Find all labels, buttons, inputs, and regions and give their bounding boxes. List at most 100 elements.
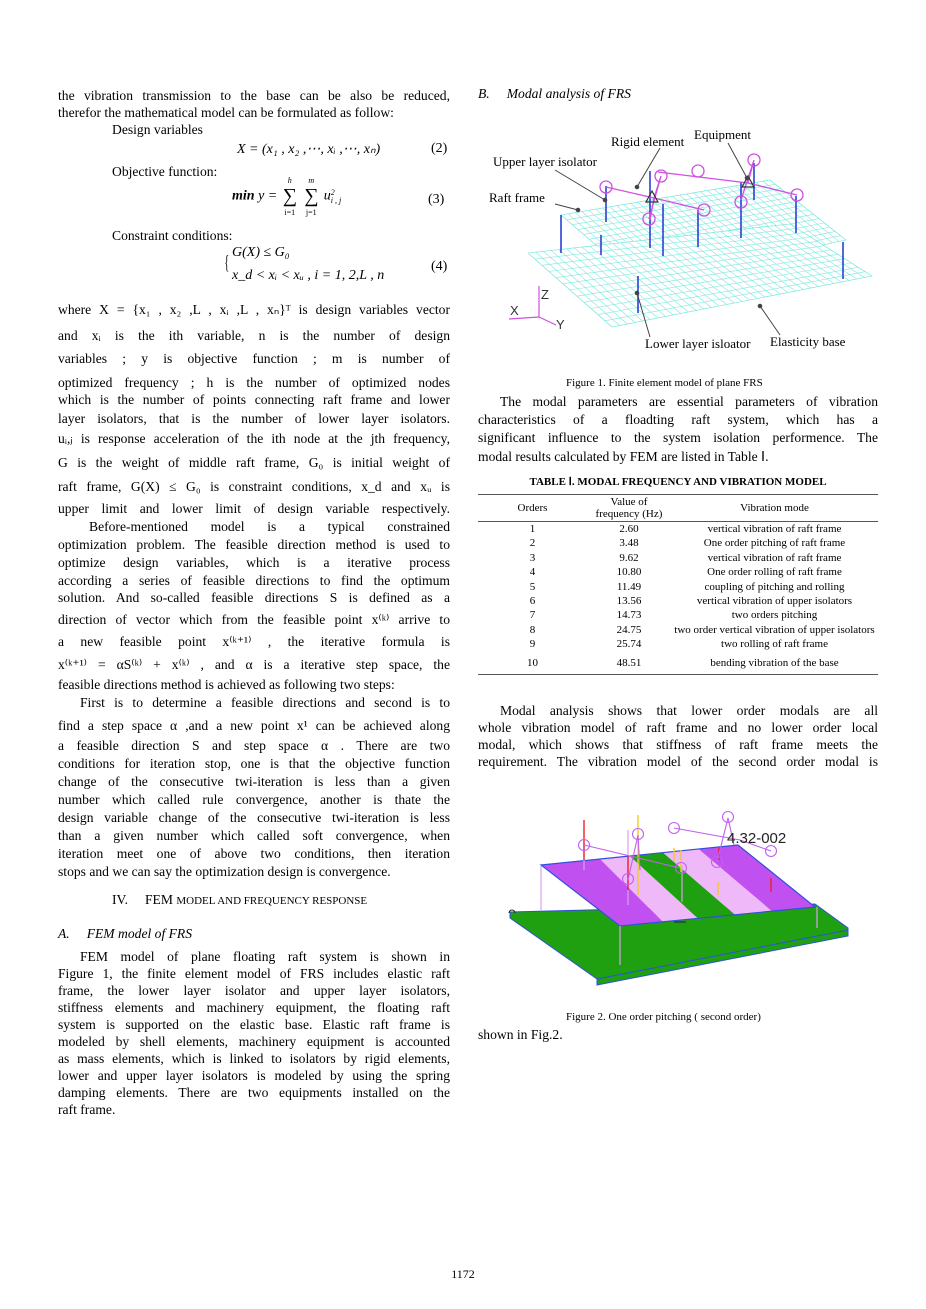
equipment-node-circle <box>691 164 705 178</box>
text-line: optimization problem. The feasible direc… <box>58 537 450 552</box>
figure-2-caption: Figure 2. One order pitching ( second or… <box>566 1011 761 1023</box>
modal-table: Orders Value of frequency (Hz) Vibration… <box>478 494 878 676</box>
column-header: Vibration mode <box>671 494 878 522</box>
text-line: direction of vector which from the feasi… <box>58 612 450 627</box>
table-cell: One order pitching of raft frame <box>703 537 846 550</box>
section-heading-iv: IV. FEM MODEL AND FREQUENCY RESPONSE <box>112 892 368 907</box>
support-icon <box>508 909 516 914</box>
table-row: 2 3.48 One order pitching of raft frame <box>478 536 878 550</box>
text-line: x⁽ᵏ⁺¹⁾ = αS⁽ᵏ⁾ + x⁽ᵏ⁾ , and α is a itera… <box>58 657 450 672</box>
eq3-term: u <box>323 188 331 204</box>
node-circle <box>621 872 635 886</box>
table-cell: vertical vibration of upper isolators <box>696 595 853 608</box>
raft-contour-band <box>541 859 663 926</box>
text-line: as mass elements, which is linked to iso… <box>58 1051 450 1066</box>
pointer-arrow-head <box>634 184 640 190</box>
axis-triad-icon <box>508 286 557 326</box>
figure-1-caption: Figure 1. Finite element model of plane … <box>566 377 763 389</box>
text-line: a new feasible point x⁽ᵏ⁺¹⁾ , the iterat… <box>58 634 450 649</box>
equipment-triangle-icon <box>740 174 756 188</box>
equation-4-line1: G(X) ≤ G₀ <box>232 245 290 260</box>
equipment-node-circle <box>734 195 748 209</box>
table-cell: 6 <box>529 595 536 608</box>
label-raft-frame: Raft frame <box>489 190 545 205</box>
sum-symbol: h ∑ i=1 <box>282 176 298 217</box>
raft-outline <box>539 844 817 927</box>
text-line: therefor the mathematical model can be f… <box>58 105 394 120</box>
text-line: Design variables <box>112 122 203 137</box>
table-cell: 24.75 <box>616 623 642 636</box>
text-line: where X = {x₁ , x₂ ,L , xᵢ ,L , xₙ}ᵀ is … <box>58 302 450 317</box>
node-circle <box>667 821 681 835</box>
contour-value-label: 4.32-002 <box>727 830 786 847</box>
text-line: iteration meet one of above two conditio… <box>58 846 450 861</box>
table-cell: 9.62 <box>619 551 639 564</box>
text-line: G is the weight of middle raft frame, G₀… <box>58 455 450 470</box>
table-cell: 2.60 <box>619 523 639 535</box>
table-cell: two orders pitching <box>731 609 818 622</box>
equipment-node-circle <box>790 188 804 202</box>
table-title: TABLE Ⅰ. MODAL FREQUENCY AND VIBRATION M… <box>529 476 827 488</box>
table-cell: 8 <box>529 623 536 636</box>
pointer-arrow-head <box>602 197 608 203</box>
table-row: 9 25.74 two rolling of raft frame <box>478 637 878 651</box>
text-line: number which called rule convergence, an… <box>58 792 450 807</box>
table-cell: 14.73 <box>616 609 642 622</box>
eq3-min: min <box>232 188 255 204</box>
text-line: raft frame, G(X) ≤ G₀ is constraint cond… <box>58 479 450 494</box>
pointer-arrow <box>636 147 661 188</box>
text-line: optimize design variables, which is a it… <box>58 555 450 570</box>
table-cell: bending vibration of the base <box>671 651 878 676</box>
text-line: FEM model of plane floating raft system … <box>80 949 450 964</box>
table-cell: 11.49 <box>616 580 642 593</box>
section-heading-b: B. Modal analysis of FRS <box>478 86 631 101</box>
column-header: Value of frequency (Hz) <box>587 494 671 522</box>
text-line: raft frame. <box>58 1102 116 1117</box>
axis-z-label: Z <box>541 287 549 302</box>
table-cell: 10 <box>478 651 587 676</box>
text-line: Objective function: <box>112 164 218 179</box>
elastic-base-mesh <box>527 223 873 328</box>
table-cell: vertical vibration of raft frame <box>707 523 842 535</box>
raft-contour-band <box>663 849 773 915</box>
table-row: 7 14.73 two orders pitching <box>478 608 878 622</box>
table-row: 5 11.49 coupling of pitching and rolling <box>478 580 878 594</box>
node-circle <box>764 844 778 858</box>
label-elasticity-base: Elasticity base <box>770 334 846 349</box>
text-line: modal, which shows that stiffness of raf… <box>478 737 878 752</box>
section-heading-a: A. FEM model of FRS <box>58 926 193 941</box>
table-row: 3 9.62 vertical vibration of raft frame <box>478 551 878 565</box>
text-line: frame, the lower layer isolator and uppe… <box>58 983 450 998</box>
text-line: significant influence to the system isol… <box>478 430 878 445</box>
text-line: The modal parameters are essential param… <box>500 394 878 409</box>
table-cell: One order rolling of raft frame <box>707 566 842 579</box>
text-line: Figure 1, the finite element model of FR… <box>58 966 450 981</box>
text-line: conditions for iteration stop, one is th… <box>58 756 450 771</box>
table-row: 4 10.80 One order rolling of raft frame <box>478 565 878 579</box>
equation-3-number: (3) <box>428 192 445 207</box>
text-line: optimized frequency ; h is the number of… <box>58 375 450 390</box>
label-rigid-element: Rigid element <box>611 134 685 149</box>
pointer-arrow-head <box>634 290 640 296</box>
text-line: stops and we can say the optimization de… <box>58 864 391 879</box>
table-cell: 7 <box>529 609 536 622</box>
equation-2: X = (x₁ , x₂ ,⋯, xᵢ ,⋯, xₙ) <box>237 142 381 157</box>
axis-y-label: Y <box>556 317 565 332</box>
node-circle <box>674 861 688 875</box>
sum-symbol: m ∑ j=1 <box>304 176 319 217</box>
equation-4-number: (4) <box>431 259 448 274</box>
table-cell: 9 <box>529 638 536 651</box>
column-header: Orders <box>478 494 587 522</box>
rigid-elements <box>577 810 778 886</box>
table-cell: 48.51 <box>587 651 671 676</box>
text-line: Modal analysis shows that lower order mo… <box>500 703 878 718</box>
pointer-arrow-head <box>744 175 750 181</box>
text-line: characteristics of a floadting raft syst… <box>478 412 878 427</box>
table-row: 1 2.60 vertical vibration of raft frame <box>478 522 878 537</box>
pointer-arrow <box>727 142 748 179</box>
text-line: modal results calculated by FEM are list… <box>478 449 769 464</box>
table-cell: 10.80 <box>616 566 642 579</box>
table-row: 10 48.51 bending vibration of the base <box>478 651 878 676</box>
axis-x-label: X <box>510 303 519 318</box>
elastic-base-slab <box>509 903 849 986</box>
